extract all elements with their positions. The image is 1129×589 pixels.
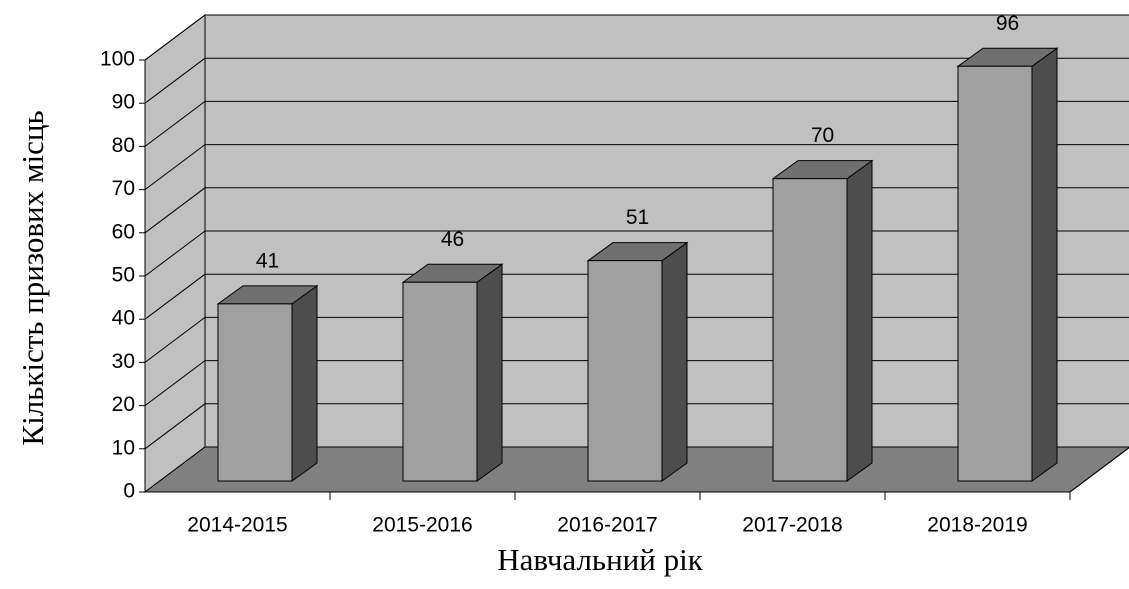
y-tick-label: 30: [112, 350, 135, 373]
bar: [401, 263, 504, 482]
value-label: 96: [996, 12, 1019, 35]
x-tick-label: 2015-2016: [372, 514, 472, 537]
y-tick-label: 40: [112, 307, 135, 330]
x-tick-label: 2017-2018: [742, 514, 842, 537]
y-tick-label: 0: [123, 480, 135, 503]
grid-line: [144, 187, 206, 234]
grid-line: [144, 14, 206, 61]
bar-side: [291, 284, 318, 482]
y-tick-label: 20: [112, 393, 135, 416]
bar-front: [587, 260, 663, 482]
grid-line: [144, 144, 206, 191]
floor-edge: [1069, 447, 1129, 493]
y-tick-label: 50: [112, 264, 135, 287]
bar-front: [217, 303, 293, 482]
value-label: 46: [441, 228, 464, 251]
grid-line: [144, 101, 206, 147]
bar-front: [957, 65, 1033, 482]
value-label: 70: [811, 124, 834, 147]
x-tick-label: 2016-2017: [557, 514, 657, 537]
grid-line: [144, 57, 206, 104]
bar-front: [402, 281, 478, 482]
y-tick-label: 90: [112, 91, 135, 114]
bar-side: [476, 263, 503, 482]
y-tick-label: 60: [112, 220, 135, 243]
y-axis-title: Кількість призових місць: [15, 110, 50, 445]
bar-side: [846, 159, 873, 482]
grid-line: [144, 360, 206, 407]
grid-line: [144, 273, 206, 320]
y-tick-label: 10: [112, 436, 135, 459]
x-tick-label: 2018-2019: [927, 514, 1027, 537]
x-axis-title: Навчальний рік: [497, 542, 703, 577]
bar: [216, 284, 319, 482]
bar-side: [1031, 47, 1058, 482]
y-tick-label: 70: [112, 177, 135, 200]
y-tick-label: 80: [112, 134, 135, 157]
bar-side: [661, 241, 688, 482]
y-tick-label: 100: [100, 48, 135, 71]
grid-line: [144, 230, 206, 277]
bar: [586, 241, 689, 482]
grid-line: [144, 316, 206, 363]
x-tick-label: 2014-2015: [187, 514, 287, 537]
bar: [771, 159, 874, 482]
value-label: 41: [256, 249, 279, 272]
grid-line: [144, 403, 206, 450]
bar-front: [772, 178, 848, 482]
bar: [956, 47, 1059, 482]
value-label: 51: [626, 206, 649, 229]
